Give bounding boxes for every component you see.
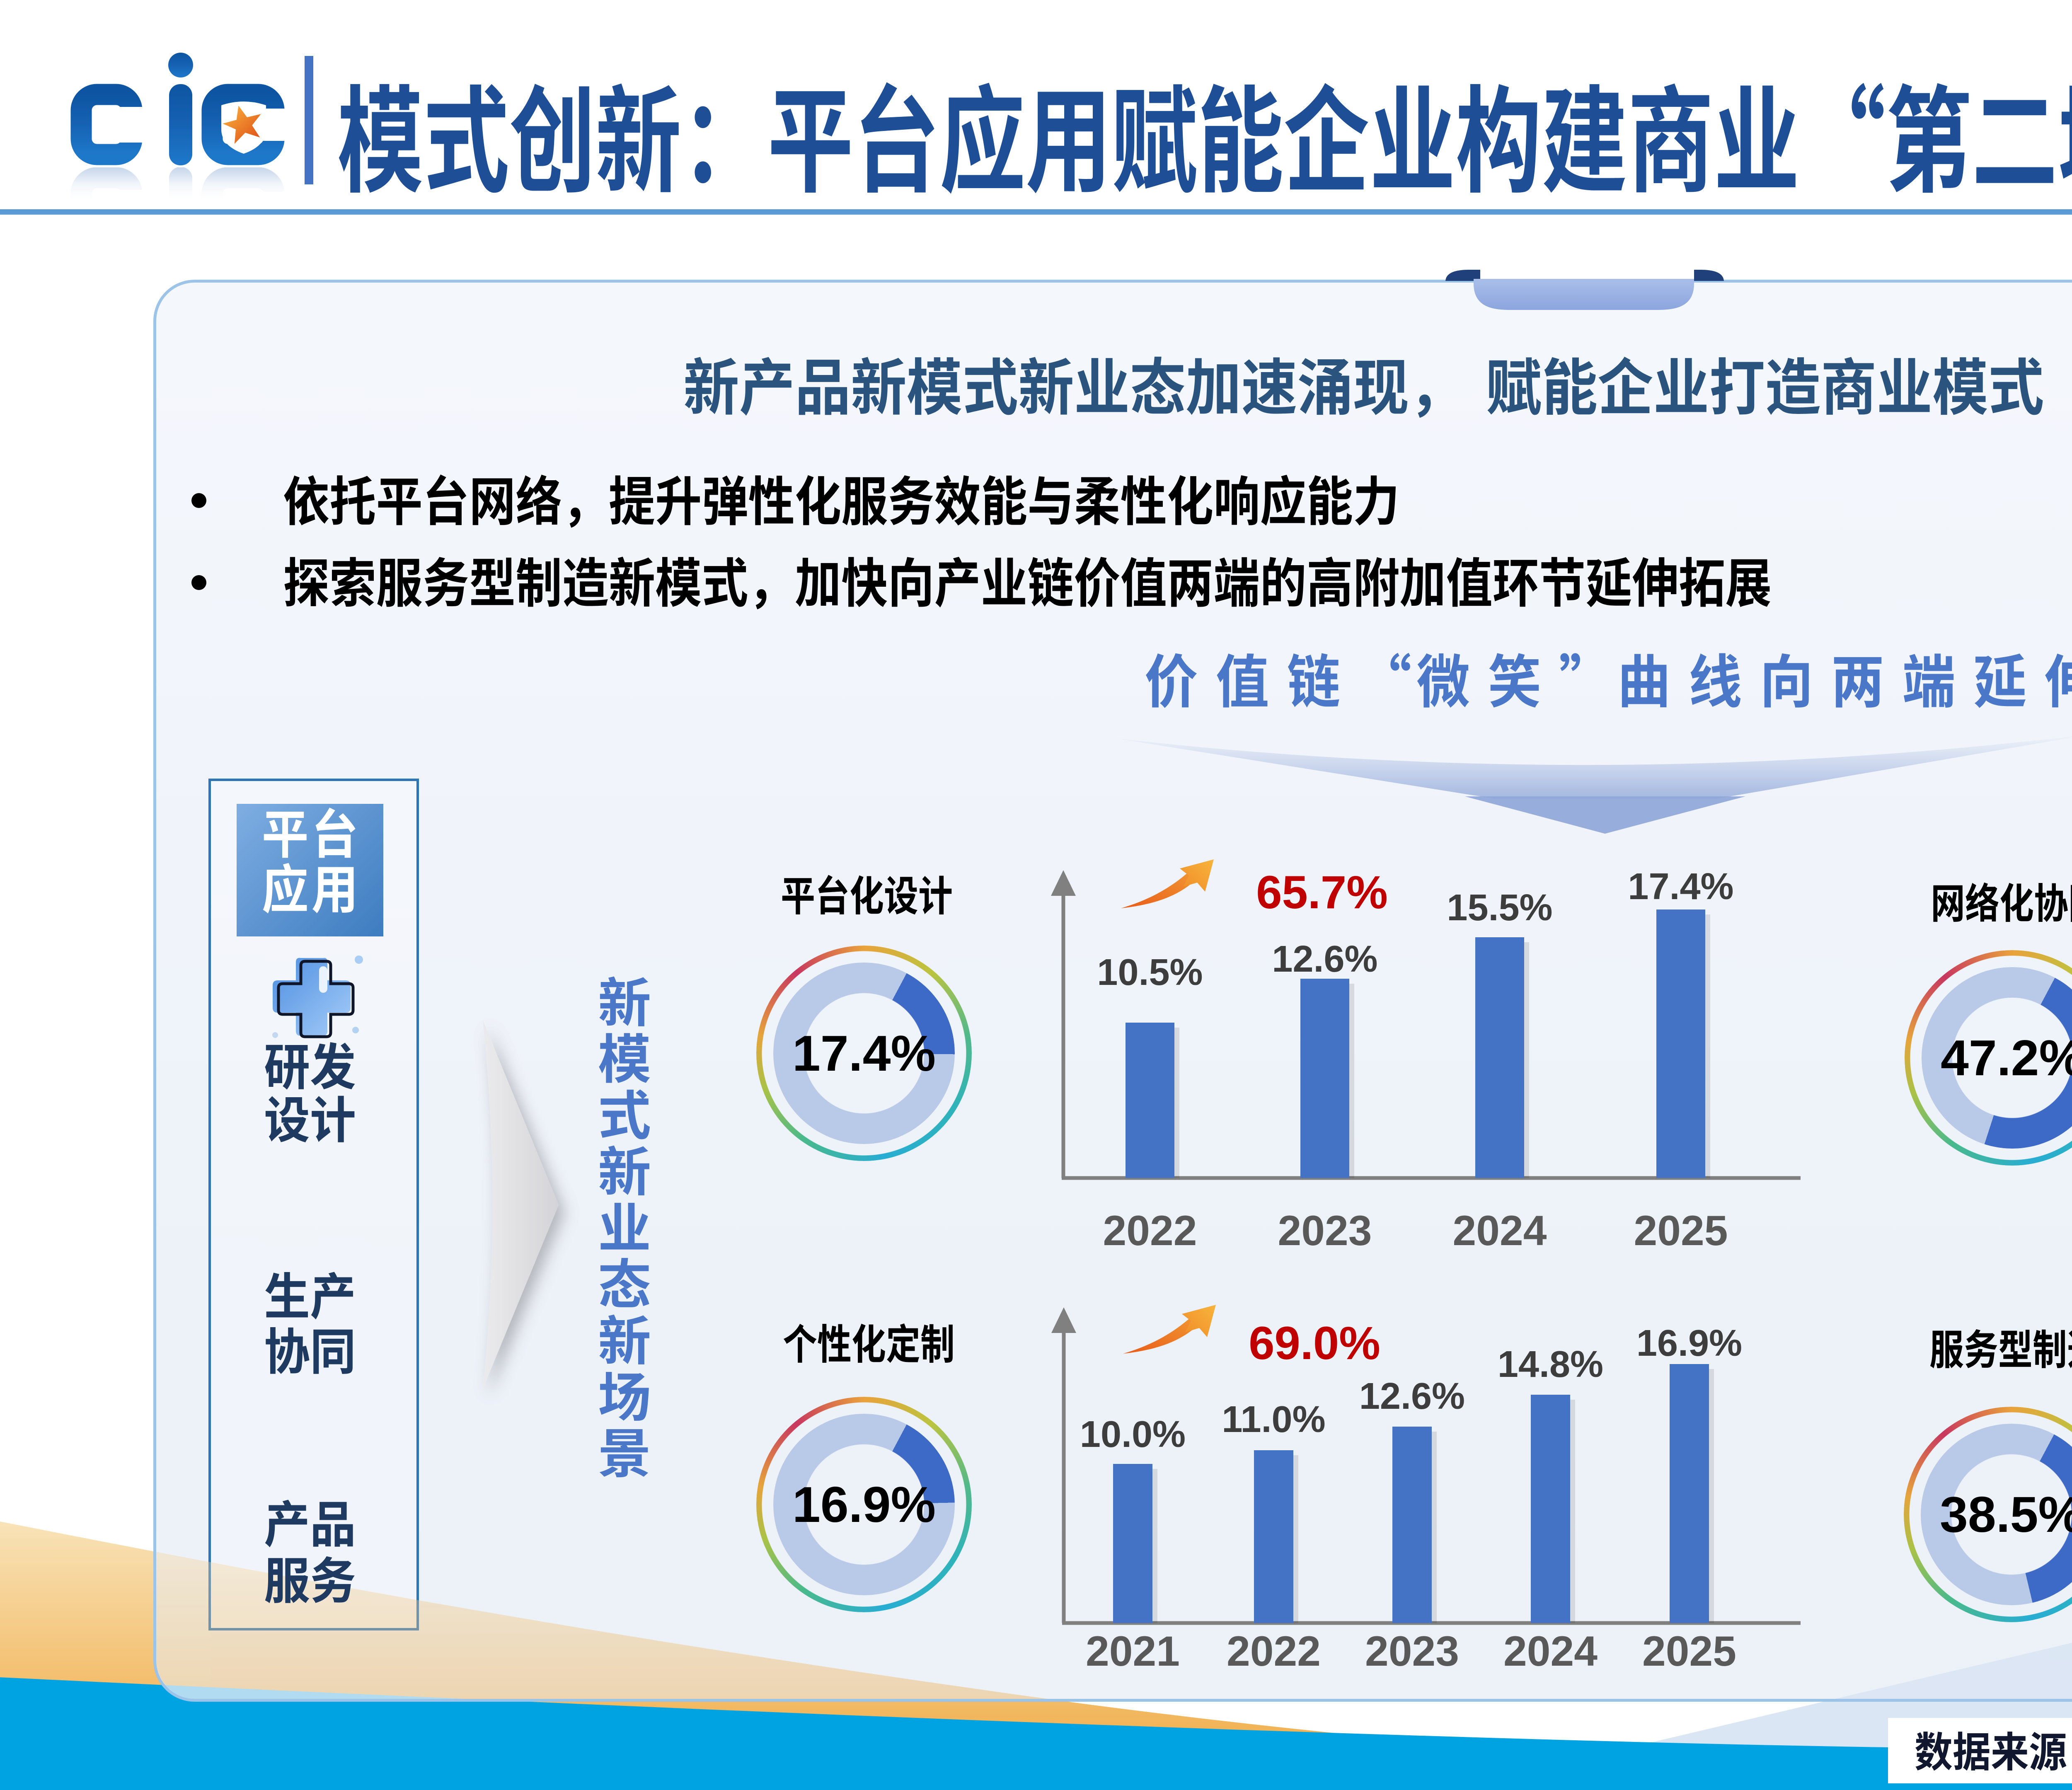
svg-text:2023: 2023 [1365,1628,1459,1675]
svg-text:10.5%: 10.5% [1097,952,1203,993]
svg-text:65.7%: 65.7% [1256,866,1388,918]
svg-text:69.0%: 69.0% [1249,1317,1380,1369]
svg-text:16.9%: 16.9% [1636,1323,1742,1364]
svg-text:12.6%: 12.6% [1359,1376,1465,1417]
svg-text:2022: 2022 [1103,1207,1197,1254]
svg-text:2022: 2022 [1227,1628,1321,1675]
svg-text:2021: 2021 [1086,1628,1180,1675]
svg-text:2025: 2025 [1642,1628,1736,1675]
svg-text:2025: 2025 [1634,1207,1728,1254]
svg-text:11.0%: 11.0% [1222,1399,1325,1440]
svg-text:2024: 2024 [1453,1207,1547,1254]
svg-text:12.6%: 12.6% [1272,939,1377,980]
svg-text:10.0%: 10.0% [1080,1414,1186,1455]
svg-text:17.4%: 17.4% [1628,866,1733,907]
svg-text:15.5%: 15.5% [1447,887,1552,929]
svg-text:14.8%: 14.8% [1498,1344,1603,1385]
svg-text:2024: 2024 [1503,1628,1598,1675]
svg-text:2023: 2023 [1278,1207,1372,1254]
